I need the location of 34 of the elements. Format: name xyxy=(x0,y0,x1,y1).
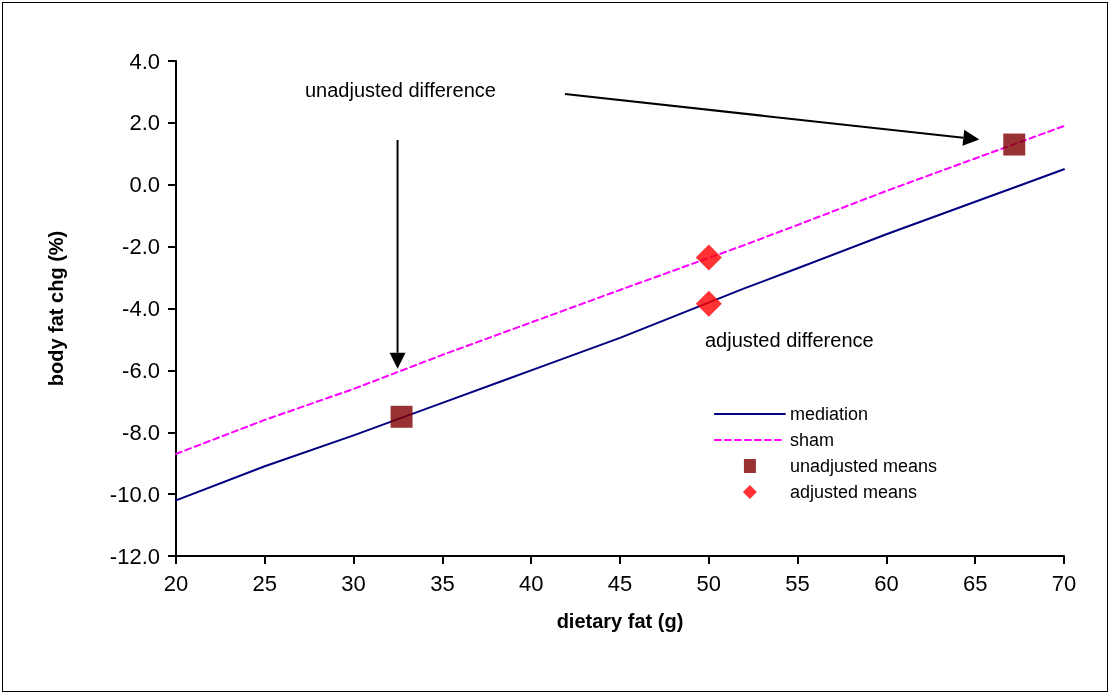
x-tick-label: 70 xyxy=(1051,570,1077,596)
legend-label: sham xyxy=(789,430,834,450)
y-tick-label: -4.0 xyxy=(122,296,160,321)
annotation: unadjusted difference xyxy=(305,79,496,101)
annotation: adjusted difference xyxy=(705,329,874,351)
x-axis-title: dietary fat (g) xyxy=(556,610,684,632)
y-tick-label: -6.0 xyxy=(122,357,160,383)
x-tick-label: 50 xyxy=(696,570,722,596)
x-tick-label: 25 xyxy=(252,570,278,596)
legend-label: adjusted means xyxy=(789,482,917,502)
y-tick-label: -12.0 xyxy=(109,543,160,569)
point xyxy=(695,290,722,317)
x-tick-label: 60 xyxy=(874,570,899,596)
y-tick-label: -10.0 xyxy=(109,481,160,507)
line-series xyxy=(175,124,1065,455)
x-tick-label: 45 xyxy=(607,570,633,596)
line-series xyxy=(175,168,1065,502)
y-tick-label: 2.0 xyxy=(129,110,160,136)
legend-label: mediation xyxy=(789,404,868,424)
y-tick-label: -2.0 xyxy=(122,234,160,260)
x-tick-label: 65 xyxy=(962,570,988,596)
point xyxy=(695,244,722,271)
y-axis-title: body fat chg (%) xyxy=(45,230,67,387)
x-tick-label: 20 xyxy=(163,570,189,596)
x-tick-label: 55 xyxy=(785,570,810,596)
legend-label: unadjusted means xyxy=(789,456,938,476)
x-tick-label: 30 xyxy=(341,570,366,596)
point xyxy=(390,405,413,428)
x-tick-label: 35 xyxy=(430,570,455,596)
y-tick-label: 0.0 xyxy=(129,172,160,198)
y-tick-label: -8.0 xyxy=(122,419,160,445)
point xyxy=(1003,133,1026,156)
x-tick-label: 40 xyxy=(518,570,544,596)
y-tick-label: 4.0 xyxy=(129,48,160,74)
